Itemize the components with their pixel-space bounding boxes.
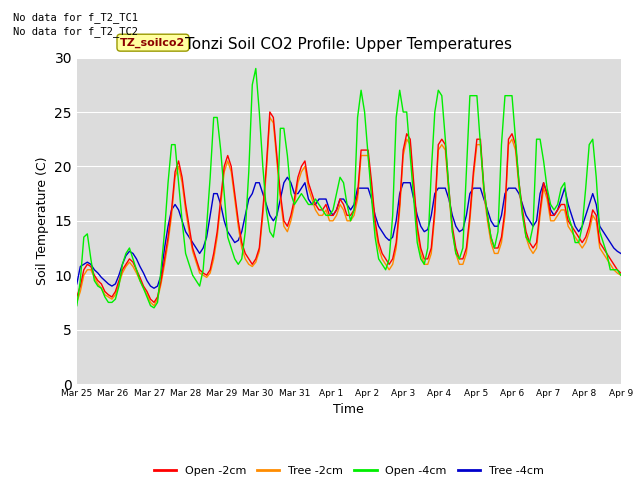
Text: No data for f_T2_TC1: No data for f_T2_TC1 [13, 12, 138, 23]
Y-axis label: Soil Temperature (C): Soil Temperature (C) [36, 156, 49, 285]
X-axis label: Time: Time [333, 403, 364, 417]
Legend: Open -2cm, Tree -2cm, Open -4cm, Tree -4cm: Open -2cm, Tree -2cm, Open -4cm, Tree -4… [149, 461, 548, 480]
Title: Tonzi Soil CO2 Profile: Upper Temperatures: Tonzi Soil CO2 Profile: Upper Temperatur… [186, 37, 512, 52]
Text: TZ_soilco2: TZ_soilco2 [120, 37, 186, 48]
Text: No data for f_T2_TC2: No data for f_T2_TC2 [13, 26, 138, 37]
